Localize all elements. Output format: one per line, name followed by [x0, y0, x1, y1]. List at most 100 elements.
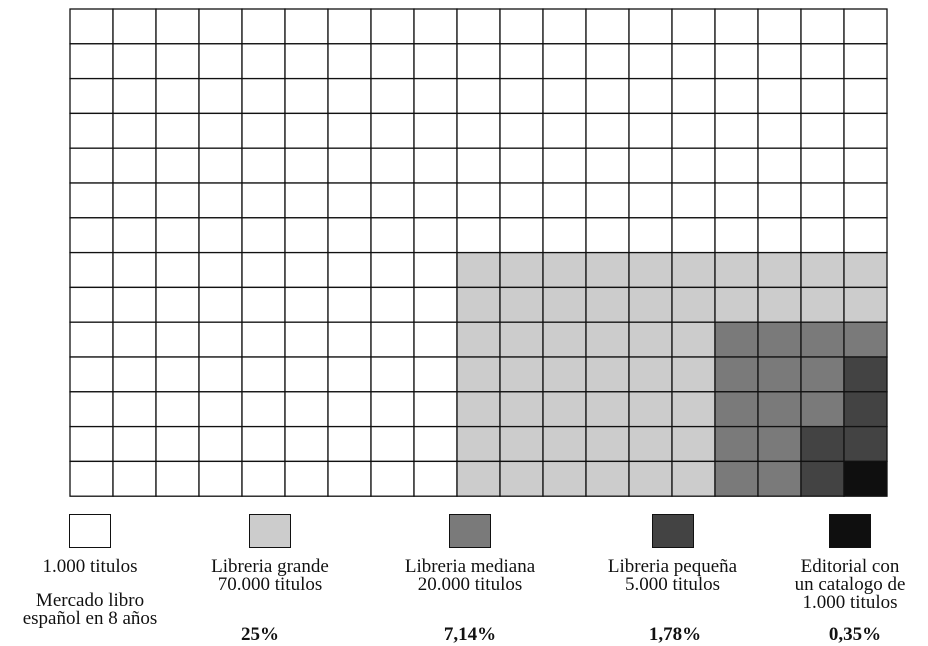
grid-cell: [112, 217, 157, 254]
grid-cell: [69, 182, 114, 219]
grid-cell: [69, 8, 114, 45]
grid-cell: [843, 77, 888, 115]
grid-cell: [241, 77, 286, 115]
grid-cell: [241, 356, 286, 393]
legend-label-pequena: Libreria pequeña 5.000 titulos: [607, 556, 738, 595]
grid-cell: [198, 321, 243, 358]
grid-cell: [241, 321, 286, 358]
grid-cell: [456, 182, 501, 219]
legend-item-editorial: Editorial con un catalogo de 1.000 titul…: [775, 514, 925, 612]
grid-cell: [198, 77, 243, 115]
grid-cell: [241, 251, 286, 289]
grid-cell: [155, 182, 200, 219]
grid-cell: [370, 356, 415, 393]
grid-cell: [843, 391, 888, 428]
grid-cell: [714, 460, 759, 497]
grid-cell: [241, 182, 286, 219]
grid-cell: [112, 391, 157, 428]
grid-cell: [413, 112, 458, 149]
grid-cell: [757, 217, 802, 254]
grid-cell: [585, 112, 630, 149]
grid-cell: [628, 391, 673, 428]
grid-cell: [241, 286, 286, 323]
legend-item-pequena: Libreria pequeña 5.000 titulos: [585, 514, 760, 594]
grid-cell: [327, 391, 372, 428]
grid-cell: [757, 460, 802, 497]
grid-cell: [241, 460, 286, 497]
grid-cell: [327, 77, 372, 115]
grid-cell: [542, 8, 587, 45]
grid-cell: [413, 77, 458, 115]
grid-cell: [714, 286, 759, 323]
grid-cell: [370, 112, 415, 149]
grid-cell: [112, 251, 157, 289]
grid-cell: [800, 112, 845, 149]
grid-cell: [628, 147, 673, 184]
grid-cell: [456, 425, 501, 463]
grid-cell: [542, 217, 587, 254]
grid-cell: [671, 251, 716, 289]
grid-cell: [327, 460, 372, 497]
grid-cell: [757, 43, 802, 80]
grid-cell: [542, 112, 587, 149]
grid-cell: [284, 8, 329, 45]
grid-cell: [413, 286, 458, 323]
grid-cell: [155, 391, 200, 428]
grid-cell: [241, 43, 286, 80]
pct-label-3: 1,78%: [648, 624, 702, 645]
grid-cell: [585, 43, 630, 80]
grid-cell: [456, 356, 501, 393]
grid-cell: [585, 460, 630, 497]
grid-cell: [800, 182, 845, 219]
grid-cell: [413, 321, 458, 358]
grid-cell: [628, 217, 673, 254]
grid-cell: [413, 460, 458, 497]
grid-cell: [585, 182, 630, 219]
grid-cell: [757, 77, 802, 115]
grid-cell: [585, 251, 630, 289]
grid-cell: [112, 112, 157, 149]
grid-cell: [112, 77, 157, 115]
grid-cell: [155, 147, 200, 184]
grid-cell: [155, 77, 200, 115]
grid-cell: [327, 217, 372, 254]
grid-cell: [198, 286, 243, 323]
legend-label-mediana: Libreria mediana 20.000 titulos: [404, 556, 536, 595]
grid-cell: [585, 391, 630, 428]
grid-cell: [628, 77, 673, 115]
grid-cell: [370, 251, 415, 289]
grid-cell: [69, 321, 114, 358]
grid-cell: [370, 77, 415, 115]
pct-label-4: 0,35%: [828, 624, 882, 645]
grid-cell: [585, 356, 630, 393]
grid-cell: [714, 391, 759, 428]
grid-cell: [241, 217, 286, 254]
grid-cell: [413, 217, 458, 254]
grid-cell: [327, 321, 372, 358]
legend-item-white: 1.000 titulos: [40, 514, 140, 576]
grid-cell: [499, 321, 544, 358]
grid-cell: [327, 356, 372, 393]
grid-cell: [284, 112, 329, 149]
grid-cell: [499, 182, 544, 219]
grid-cell: [585, 8, 630, 45]
grid-cell: [456, 286, 501, 323]
grid-cell: [112, 460, 157, 497]
grid-cell: [585, 321, 630, 358]
grid-cell: [542, 182, 587, 219]
grid-cell: [327, 8, 372, 45]
grid-cell: [800, 460, 845, 497]
grid-cell: [456, 460, 501, 497]
pct-label-1: 25%: [241, 624, 279, 645]
grid-cell: [499, 251, 544, 289]
grid-cell: [542, 43, 587, 80]
grid-cell: [757, 425, 802, 463]
grid-cell: [69, 425, 114, 463]
grid-cell: [370, 182, 415, 219]
grid-cell: [112, 321, 157, 358]
grid-cell: [671, 77, 716, 115]
grid-cell: [284, 147, 329, 184]
grid-cell: [284, 425, 329, 463]
grid-cell: [671, 356, 716, 393]
